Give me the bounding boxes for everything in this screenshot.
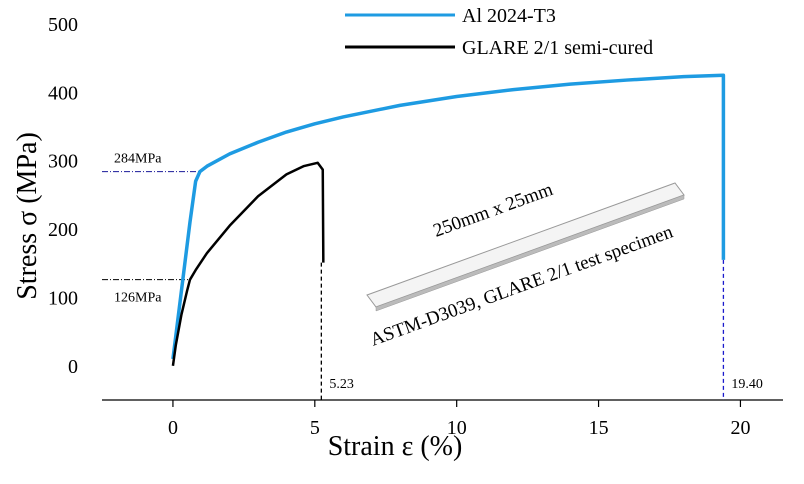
y-tick-label: 100 [48,287,78,309]
y-axis-label: Stress σ (MPa) [12,132,43,300]
reference-label: 5.23 [329,377,354,392]
y-tick-label: 500 [48,14,78,36]
line [171,73,726,360]
x-tick-label: 15 [589,417,609,439]
y-tick-label: 300 [48,151,78,173]
x-tick-label: 5 [310,417,320,439]
x-tick-label: 10 [447,417,467,439]
x-tick-label: 0 [168,417,178,439]
y-tick-label: 200 [48,219,78,241]
reference-label: 126MPa [114,291,162,306]
reference-label: 19.40 [731,377,763,392]
annotation: 250mm x 25mm [431,179,556,242]
legend-label: Al 2024-T3 [462,5,556,27]
legend-label: GLARE 2/1 semi-cured [462,37,653,59]
line [171,161,325,366]
y-tick-label: 0 [68,356,78,378]
x-tick-label: 20 [730,417,750,439]
reference-label: 284MPa [114,152,162,167]
x-axis-label: Strain ε (%) [328,431,463,462]
y-tick-label: 400 [48,82,78,104]
specimen [366,182,685,312]
